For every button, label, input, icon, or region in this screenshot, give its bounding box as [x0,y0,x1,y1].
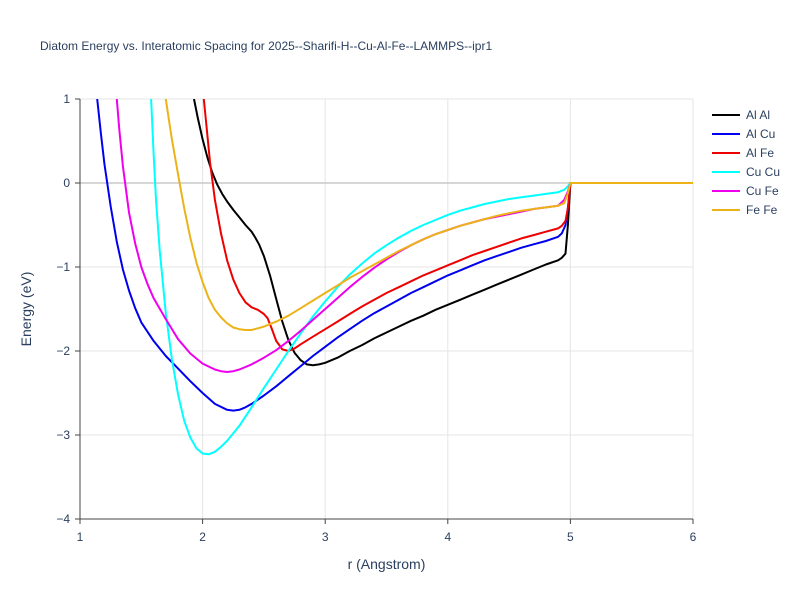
y-tick-label: −1 [56,260,70,274]
x-axis-title: r (Angstrom) [348,556,426,572]
y-tick-label: 1 [63,92,70,106]
axis-layer: 1 2 3 4 5 6 −4 −3 −2 −1 0 1 [56,92,696,544]
series-line-cu-fe [115,99,572,373]
legend-label: Fe Fe [746,203,778,217]
x-tick-label: 2 [199,530,206,544]
x-tick-label: 6 [690,530,697,544]
series-line-al-fe [202,99,572,352]
series-line-cu-cu [150,99,572,456]
legend-item-cu-cu[interactable]: Cu Cu [712,165,780,179]
legend-label: Al Fe [746,146,774,160]
legend-label: Al Al [746,108,770,122]
legend[interactable]: Al Al Al Cu Al Fe Cu Cu Cu Fe Fe Fe [712,108,780,217]
legend-label: Cu Fe [746,184,779,198]
grid-layer [80,98,694,519]
x-tick-label: 4 [444,530,451,544]
legend-item-al-cu[interactable]: Al Cu [712,127,775,141]
series-line-al-cu [96,99,572,412]
x-tick-label: 5 [567,530,574,544]
series-line-fe-fe [164,99,693,331]
series-layer [96,99,693,456]
legend-item-al-al[interactable]: Al Al [712,108,770,122]
x-tick-label: 3 [322,530,329,544]
legend-item-al-fe[interactable]: Al Fe [712,146,774,160]
y-tick-label: −2 [56,344,70,358]
legend-item-fe-fe[interactable]: Fe Fe [712,203,778,217]
y-axis-title: Energy (eV) [18,272,34,347]
x-tick-label: 1 [77,530,84,544]
chart-title: Diatom Energy vs. Interatomic Spacing fo… [40,39,492,53]
series-line-al-al [193,99,693,367]
y-tick-label: 0 [63,176,70,190]
legend-label: Al Cu [746,127,775,141]
y-tick-label: −3 [56,428,70,442]
y-tick-label: −4 [56,512,70,526]
legend-item-cu-fe[interactable]: Cu Fe [712,184,779,198]
legend-label: Cu Cu [746,165,780,179]
